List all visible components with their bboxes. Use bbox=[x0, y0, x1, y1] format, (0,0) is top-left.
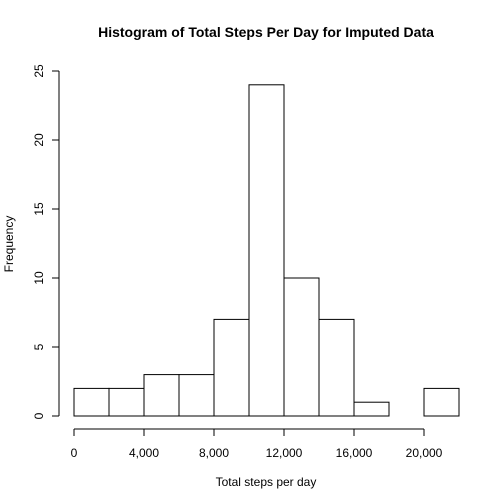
x-tick-label: 4,000 bbox=[129, 446, 159, 460]
x-axis: 0 4,000 8,000 12,000 16,000 20,000 bbox=[71, 428, 443, 460]
x-axis-label: Total steps per day bbox=[216, 475, 317, 489]
y-tick-label: 10 bbox=[32, 271, 46, 285]
histogram-bar bbox=[423, 387, 460, 417]
y-axis: 0 5 10 15 20 25 bbox=[32, 64, 60, 419]
y-tick-label: 20 bbox=[32, 133, 46, 147]
chart-title: Histogram of Total Steps Per Day for Imp… bbox=[98, 24, 434, 40]
histogram-bar bbox=[248, 84, 285, 417]
x-tick-label: 12,000 bbox=[266, 446, 303, 460]
histogram-bar bbox=[178, 374, 215, 417]
y-tick-label: 0 bbox=[32, 412, 46, 419]
histogram-bar bbox=[143, 374, 180, 417]
x-tick-label: 0 bbox=[71, 446, 78, 460]
histogram-bar bbox=[73, 387, 110, 417]
histogram-bar bbox=[283, 277, 320, 417]
histogram-bar bbox=[318, 318, 355, 417]
x-tick-label: 20,000 bbox=[406, 446, 443, 460]
histogram-bar bbox=[108, 387, 145, 417]
y-tick-label: 5 bbox=[32, 343, 46, 350]
x-tick-label: 8,000 bbox=[199, 446, 229, 460]
histogram-bar bbox=[213, 318, 250, 417]
y-tick-label: 15 bbox=[32, 202, 46, 216]
histogram-bar bbox=[353, 401, 390, 417]
histogram-bars bbox=[73, 84, 460, 417]
y-tick-label: 25 bbox=[32, 64, 46, 78]
x-tick-label: 16,000 bbox=[336, 446, 373, 460]
y-axis-label: Frequency bbox=[2, 216, 16, 273]
